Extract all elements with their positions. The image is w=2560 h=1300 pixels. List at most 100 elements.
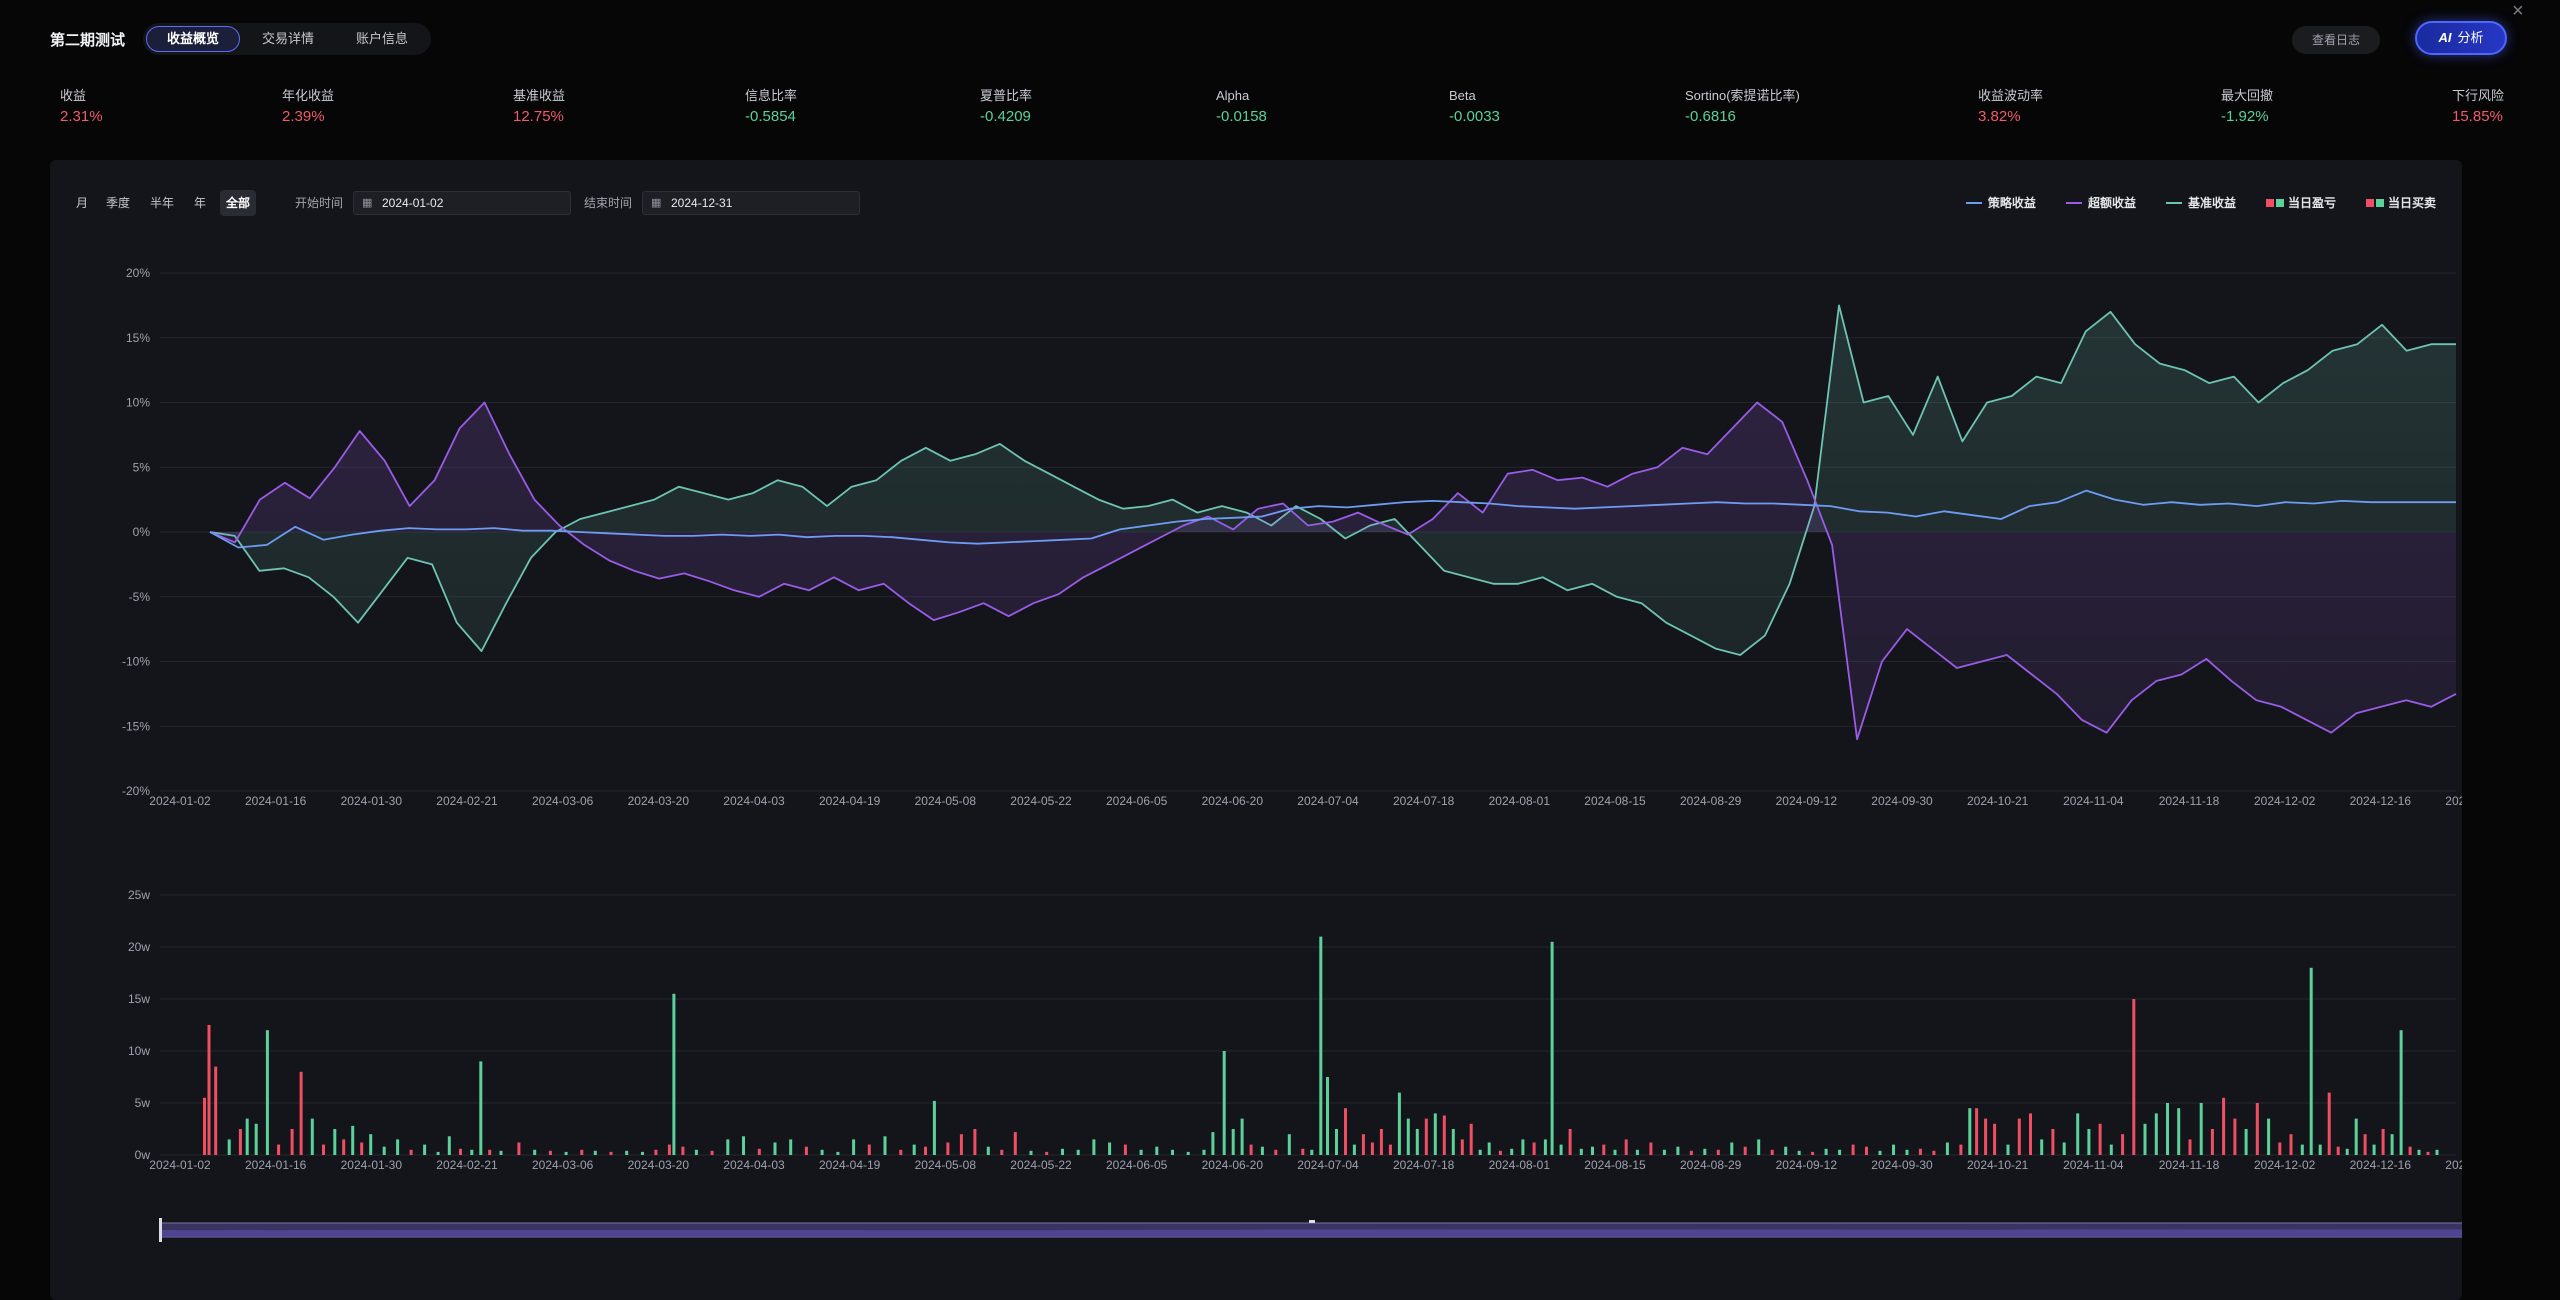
volume-bar: [1274, 1149, 1278, 1155]
volume-bar: [2087, 1129, 2091, 1155]
volume-bar: [499, 1150, 503, 1155]
volume-bar: [459, 1148, 462, 1155]
volume-bar: [1811, 1151, 1815, 1155]
metric-alpha: Alpha -0.0158: [1216, 86, 1267, 128]
legend-strategy-return[interactable]: 策略收益: [1964, 190, 2036, 216]
volume-bar: [1662, 1149, 1666, 1155]
volume-bar: [1319, 936, 1323, 1155]
volume-bar: [238, 1129, 242, 1155]
period-month-button[interactable]: 月: [76, 196, 89, 210]
x-tick-label: 2024-08-01: [1489, 794, 1551, 808]
x-tick-label: 2024-10-21: [1967, 1158, 2029, 1172]
end-date-input[interactable]: ▦ 2024-12-31: [642, 191, 860, 215]
legend-box-marker: [2265, 199, 2274, 207]
x-tick-label: 2024-11-18: [2159, 794, 2220, 808]
period-quarter-button[interactable]: 季度: [106, 196, 131, 210]
legend-benchmark-return[interactable]: 基准收益: [2164, 190, 2236, 216]
volume-bar: [1424, 1118, 1428, 1155]
tab-overview[interactable]: 收益概览: [146, 26, 241, 52]
volume-bar: [2300, 1144, 2304, 1155]
volume-bar: [1984, 1118, 1988, 1155]
volume-bar: [1613, 1149, 1617, 1155]
volume-bar: [1260, 1146, 1264, 1155]
volume-bar: [1498, 1150, 1502, 1155]
period-half-year-button[interactable]: 半年: [150, 196, 175, 210]
metric-benchmark-return: 基准收益 12.75%: [513, 86, 565, 128]
volume-bar: [2121, 1134, 2125, 1155]
volume-bar: [1550, 941, 1554, 1155]
volume-bar: [1155, 1146, 1159, 1155]
volume-bar: [1326, 1077, 1329, 1155]
volume-bar: [986, 1146, 990, 1155]
metric-value: -0.5854: [745, 108, 796, 125]
returns-and-volume-chart[interactable]: 20%15%10%5%0%-5%-10%-15%-20%2024-01-02 20…: [50, 160, 2462, 1300]
metric-label: 收益波动率: [1978, 88, 2044, 103]
volume-bar: [2076, 1113, 2080, 1155]
volume-bar: [1202, 1149, 1206, 1155]
y-tick-label: -20%: [122, 784, 150, 798]
x-tick-label: 2024-04-19: [819, 794, 881, 808]
volume-bar: [1649, 1142, 1653, 1155]
volume-bar: [548, 1150, 552, 1155]
volume-bar: [2278, 1142, 2282, 1155]
legend-label: 基准收益: [2187, 196, 2236, 210]
ai-analysis-label: 分析: [2457, 30, 2484, 45]
x-tick-label: 2024-05-08: [915, 794, 977, 808]
volume-bar: [2210, 1129, 2214, 1155]
start-date-value: 2024-01-02: [382, 196, 444, 210]
volume-bar: [932, 1100, 936, 1155]
zoom-drag-handle: [1309, 1220, 1315, 1223]
volume-bar: [1171, 1149, 1174, 1155]
volume-bar: [789, 1139, 793, 1155]
x-tick-label: 2024-04-03: [723, 794, 785, 808]
volume-bar: [924, 1146, 927, 1155]
legend-excess-return[interactable]: 超额收益: [2064, 190, 2136, 216]
period-all-button[interactable]: 全部: [220, 190, 257, 216]
ai-analysis-button[interactable]: AI 分析: [2415, 21, 2507, 55]
x-tick-label: 2024-01-16: [245, 794, 307, 808]
metric-information-ratio: 信息比率 -0.5854: [745, 86, 797, 128]
volume-bar: [1602, 1144, 1606, 1155]
volume-bar: [2188, 1139, 2192, 1155]
volume-bar: [2143, 1123, 2147, 1155]
close-icon[interactable]: ×: [2512, 0, 2524, 22]
legend-daily-trades[interactable]: 当日买卖: [2364, 190, 2436, 216]
volume-bar: [2399, 1030, 2403, 1155]
x-tick-label: 2024-01-02: [149, 794, 211, 808]
x-tick-label: 2024-12-30: [2445, 794, 2462, 808]
volume-bar: [2336, 1146, 2340, 1155]
volume-bar: [694, 1149, 698, 1155]
volume-bar: [1211, 1132, 1215, 1155]
volume-bar: [852, 1139, 856, 1155]
view-log-button[interactable]: 查看日志: [2292, 26, 2380, 54]
volume-bar: [1415, 1129, 1419, 1155]
metric-annual-return: 年化收益 2.39%: [282, 86, 334, 128]
volume-bar: [423, 1144, 427, 1155]
volume-bar: [1222, 1051, 1226, 1155]
volume-bar: [867, 1144, 871, 1155]
x-tick-label: 2024-05-22: [1010, 794, 1072, 808]
volume-bar: [1624, 1139, 1628, 1155]
y-tick-label: 10%: [126, 396, 150, 410]
metric-label: 夏普比率: [980, 88, 1033, 103]
tab-group: 收益概览 交易详情 账户信息: [143, 23, 432, 55]
end-date-label: 结束时间: [584, 196, 633, 210]
x-tick-label: 2024-03-20: [628, 794, 690, 808]
start-date-input[interactable]: ▦ 2024-01-02: [353, 191, 571, 215]
legend-daily-pnl[interactable]: 当日盈亏: [2264, 190, 2336, 216]
volume-bar: [1784, 1146, 1788, 1155]
period-year-button[interactable]: 年: [194, 196, 207, 210]
volume-bar: [1730, 1142, 1734, 1155]
tab-account-info[interactable]: 账户信息: [356, 31, 409, 46]
end-date-value: 2024-12-31: [671, 196, 733, 210]
volume-bar: [214, 1066, 218, 1155]
volume-bar: [973, 1129, 977, 1155]
volume-bar: [1635, 1149, 1639, 1155]
volume-bar: [2006, 1144, 2010, 1155]
volume-bar: [1703, 1148, 1707, 1155]
tab-trade-details[interactable]: 交易详情: [262, 31, 315, 46]
volume-bar: [654, 1149, 658, 1155]
volume-bar: [2244, 1129, 2248, 1155]
volume-bar: [1139, 1149, 1143, 1155]
x-tick-label: 2024-08-29: [1680, 794, 1742, 808]
